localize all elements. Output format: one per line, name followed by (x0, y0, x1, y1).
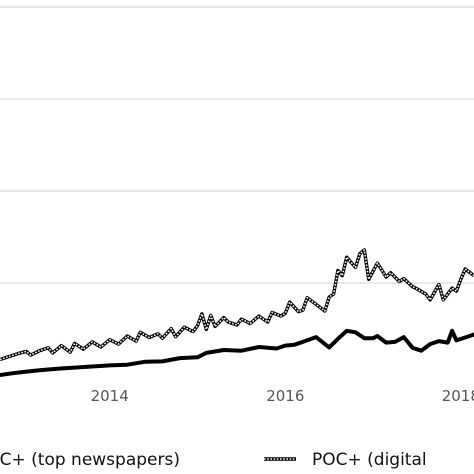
x-tick-label-2016: 2016 (266, 387, 304, 405)
series-line-digital (0, 248, 474, 362)
series-line-digital-hatch (0, 249, 474, 361)
series-line-top-newspapers (0, 328, 474, 377)
x-tick-label-2018: 2018 (442, 387, 474, 405)
x-axis-ticks: 2014 2016 2018 (91, 387, 474, 405)
series-layer (0, 248, 474, 377)
legend-label-digital: POC+ (digital (312, 450, 427, 470)
legend-label-top-newspapers: POC+ (top newspapers) (0, 450, 180, 470)
x-tick-label-2014: 2014 (91, 387, 129, 405)
gridlines (0, 6, 474, 284)
legend: POC+ (top newspapers) POC+ (digital (0, 450, 427, 470)
